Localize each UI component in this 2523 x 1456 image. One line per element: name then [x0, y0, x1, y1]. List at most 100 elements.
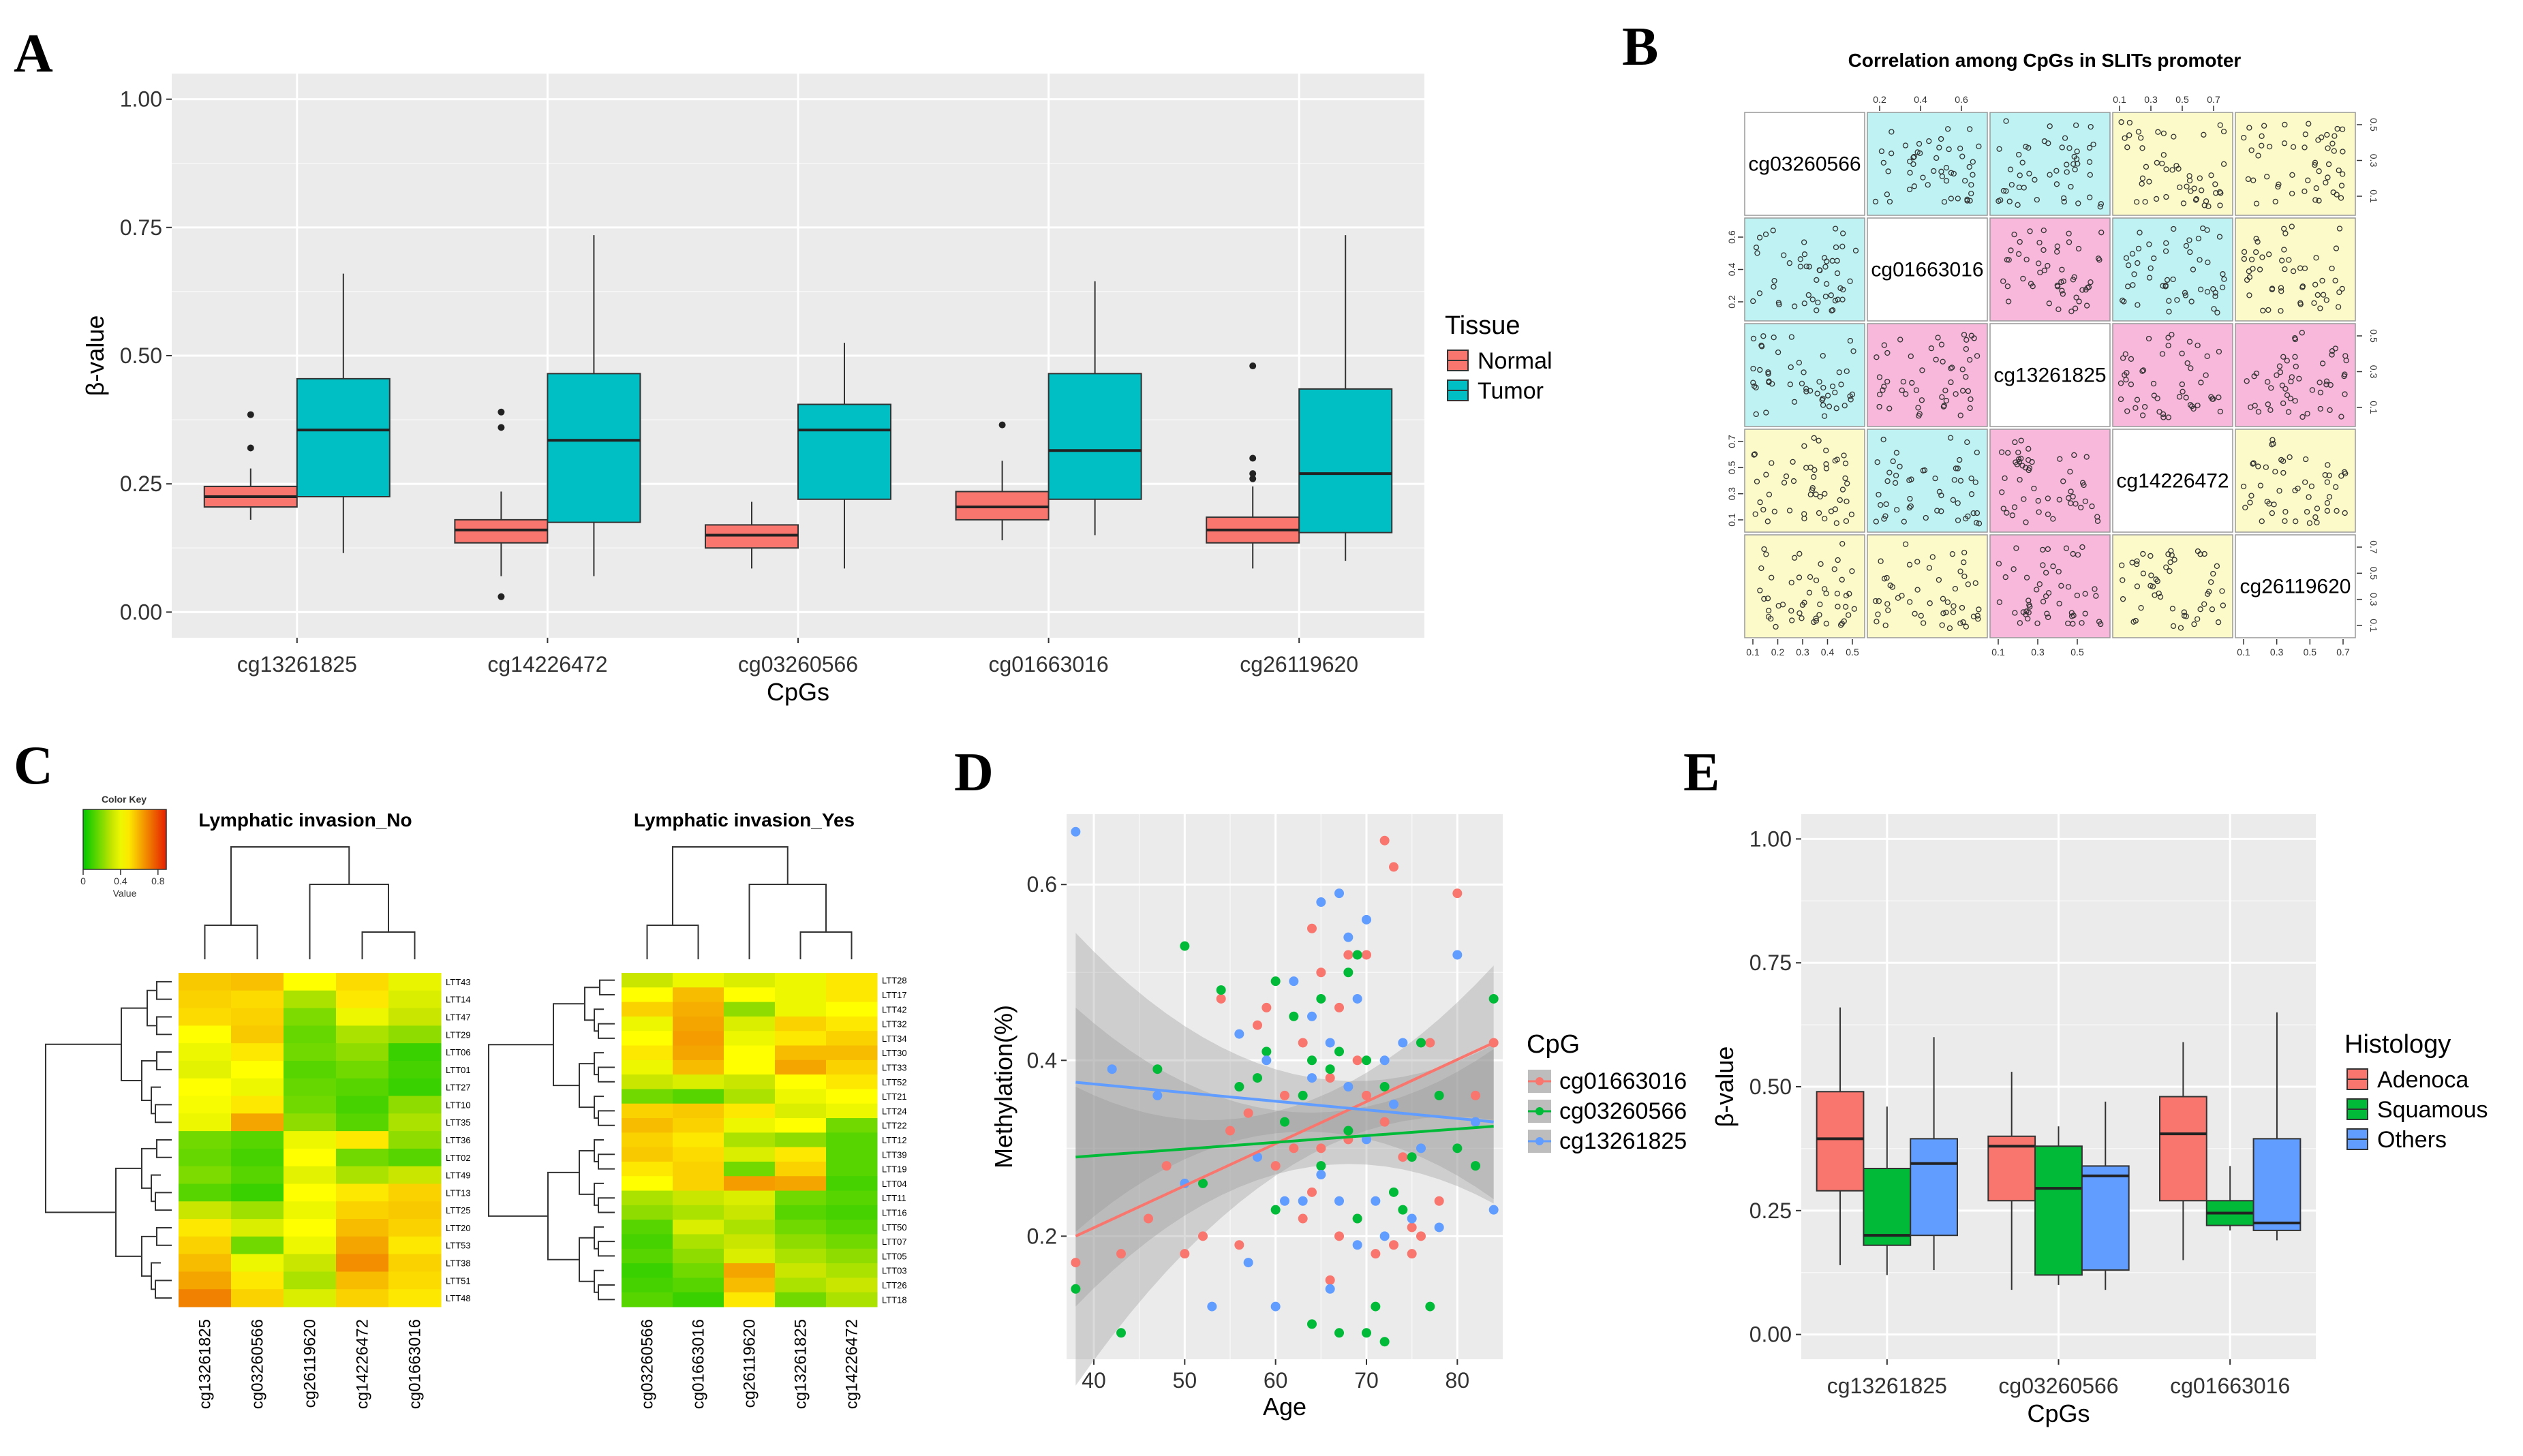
matrix-point [2026, 170, 2032, 176]
matrix-point [1927, 600, 1933, 606]
matrix-point [1750, 335, 1757, 342]
matrix-point [1822, 491, 1828, 497]
matrix-point [2248, 493, 2254, 499]
matrix-point [2341, 469, 2348, 475]
matrix-point [2336, 289, 2342, 296]
matrix-point [2201, 202, 2207, 208]
matrix-point [1925, 182, 1931, 188]
point-cg01663016 [1144, 1213, 1153, 1224]
matrix-tick-label: 0.5 [2368, 567, 2379, 580]
matrix-point [1791, 399, 1798, 405]
heatmap-cell [179, 1201, 232, 1220]
matrix-point [1836, 369, 1842, 375]
x-tick-label: cg03260566 [738, 652, 858, 677]
matrix-point [2297, 300, 2304, 306]
point-cg13261825 [1379, 1055, 1390, 1066]
matrix-point [2302, 188, 2308, 194]
matrix-point [1872, 598, 1879, 604]
matrix-point [2043, 570, 2049, 576]
matrix-point [2079, 544, 2085, 551]
x-tick-label: 80 [1446, 1368, 1470, 1393]
matrix-point [1775, 349, 1782, 356]
matrix-point [1907, 158, 1913, 165]
matrix-point [2123, 377, 2129, 383]
dendrogram-branch [646, 925, 699, 959]
matrix-point [1769, 381, 1775, 387]
matrix-point [1835, 557, 1841, 563]
heatmap-cell [673, 1118, 724, 1133]
matrix-point [2312, 197, 2319, 203]
point-cg03260566 [1362, 1055, 1371, 1066]
matrix-point [2016, 184, 2022, 191]
point-cg01663016 [1225, 1126, 1235, 1136]
heatmap-column-label: cg01663016 [690, 1319, 708, 1409]
matrix-point [2023, 256, 2030, 263]
point-cg13261825 [1262, 1055, 1272, 1066]
matrix-point [2299, 414, 2306, 420]
matrix-point [1909, 380, 1915, 386]
heatmap-row-label: LTT25 [446, 1205, 471, 1215]
matrix-point [2259, 133, 2265, 139]
point-cg03260566 [1253, 1073, 1262, 1083]
matrix-point [1892, 480, 1899, 486]
matrix-point [2213, 190, 2219, 196]
matrix-point [2340, 149, 2346, 155]
matrix-point [2017, 238, 2023, 245]
matrix-point [2329, 140, 2336, 146]
matrix-point [2053, 168, 2060, 174]
matrix-point [2314, 519, 2320, 526]
matrix-point [2047, 123, 2053, 129]
matrix-point [2320, 292, 2327, 298]
matrix-point [1837, 622, 1844, 628]
matrix-point [2305, 177, 2311, 183]
dendrogram-branch [488, 1044, 553, 1217]
heatmap-row-label: LTT11 [882, 1193, 906, 1203]
matrix-point [2304, 509, 2310, 515]
point-cg03260566 [1343, 1126, 1354, 1136]
matrix-point [2072, 166, 2078, 172]
matrix-point [2217, 189, 2223, 196]
heatmap-cell [673, 1002, 724, 1017]
matrix-point [1753, 245, 1760, 251]
matrix-point [2327, 382, 2334, 388]
matrix-tick-label: 0.3 [2368, 154, 2379, 168]
matrix-point [2011, 504, 2018, 510]
x-tick-label: cg03260566 [1998, 1374, 2118, 1398]
matrix-point [1918, 397, 1925, 403]
matrix-point [2265, 379, 2271, 385]
heatmap-cell [775, 1277, 827, 1293]
heatmap-cell [336, 1201, 389, 1220]
heatmap-cell [231, 1043, 284, 1062]
matrix-point [2215, 619, 2222, 625]
matrix-point [2004, 510, 2010, 516]
matrix-point [2053, 181, 2060, 187]
matrix-point [1976, 521, 1983, 527]
matrix-point [1959, 153, 1966, 159]
matrix-point [2128, 356, 2135, 362]
matrix-point [1788, 364, 1794, 371]
matrix-point [1906, 186, 1913, 193]
matrix-point [2076, 298, 2082, 305]
matrix-point [1823, 461, 1829, 467]
outlier-point [498, 593, 505, 600]
heatmap-cell [336, 1008, 389, 1026]
panel-a-boxplot: 0.00 0.25 0.50 0.75 1.00 cg13261825 cg14226472… [81, 74, 1553, 706]
matrix-point [2217, 408, 2224, 415]
matrix-point [2324, 508, 2331, 514]
heatmap-cell [826, 1161, 878, 1177]
matrix-point [1897, 337, 1903, 343]
matrix-point [2086, 144, 2093, 151]
legend-title: Tissue [1445, 311, 1520, 340]
matrix-point [2241, 134, 2247, 141]
matrix-point [2304, 411, 2310, 417]
heatmap-cell [388, 1148, 442, 1167]
matrix-point [2124, 144, 2130, 151]
matrix-point [1906, 477, 1912, 484]
matrix-point [2124, 408, 2130, 414]
matrix-point [1912, 610, 1918, 617]
dendrogram-branch [156, 1051, 172, 1070]
point-cg03260566 [1471, 1161, 1480, 1171]
heatmap-cell [179, 1236, 232, 1255]
heatmap-cell [826, 1002, 878, 1017]
matrix-point [1955, 517, 1961, 523]
